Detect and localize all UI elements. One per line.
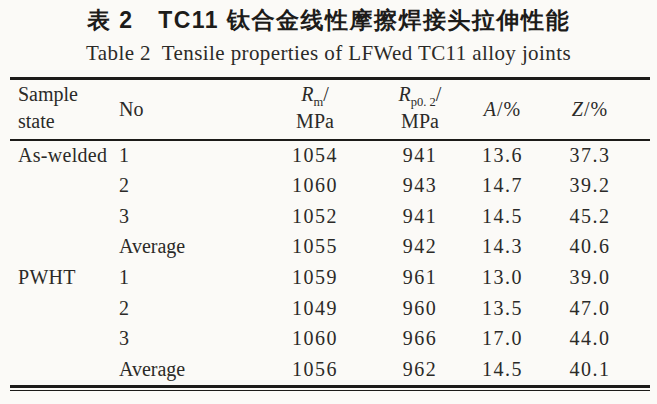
cell-no: 3 bbox=[115, 201, 245, 232]
header-sample-state-line1: Sample bbox=[18, 83, 78, 106]
cell-sample-state: PWHT bbox=[10, 262, 115, 293]
header-no: No bbox=[115, 79, 245, 140]
cell-a: 17.0 bbox=[455, 324, 550, 355]
cell-rm: 1054 bbox=[245, 140, 385, 171]
cell-z: 45.2 bbox=[550, 201, 650, 232]
cell-rp02: 960 bbox=[385, 293, 455, 324]
cell-rp02: 961 bbox=[385, 262, 455, 293]
cell-no: 1 bbox=[115, 262, 245, 293]
data-table: Sample state No Rm/ MPa Rp0. 2/ bbox=[10, 77, 650, 385]
tensile-properties-table: Sample state No Rm/ MPa Rp0. 2/ bbox=[10, 77, 650, 391]
table-body: As-welded1105494113.637.32106094314.739.… bbox=[10, 140, 650, 386]
cell-rp02: 941 bbox=[385, 140, 455, 171]
header-sample-state: Sample state bbox=[10, 79, 115, 140]
cell-z: 47.0 bbox=[550, 293, 650, 324]
table-row: 2106094314.739.2 bbox=[10, 170, 650, 201]
cell-sample-state bbox=[10, 170, 115, 201]
header-rm: Rm/ MPa bbox=[245, 79, 385, 140]
cell-rp02: 941 bbox=[385, 201, 455, 232]
cell-rp02: 962 bbox=[385, 354, 455, 385]
bottom-rule-thin bbox=[10, 390, 650, 391]
cell-rp02: 942 bbox=[385, 232, 455, 263]
cell-a: 14.5 bbox=[455, 354, 550, 385]
cell-a: 13.6 bbox=[455, 140, 550, 171]
header-rp02: Rp0. 2/ MPa bbox=[385, 79, 455, 140]
table-caption-en: Table 2 Tensile properties of LFWed TC11… bbox=[0, 41, 657, 66]
header-sample-state-line2: state bbox=[18, 110, 55, 133]
paper-scan-page: 表 2 TC11 钛合金线性摩擦焊接头拉伸性能 Table 2 Tensile … bbox=[0, 0, 657, 404]
cell-z: 40.1 bbox=[550, 354, 650, 385]
table-row: As-welded1105494113.637.3 bbox=[10, 140, 650, 171]
cell-z: 40.6 bbox=[550, 232, 650, 263]
cell-rm: 1052 bbox=[245, 201, 385, 232]
cell-sample-state bbox=[10, 232, 115, 263]
header-elongation: A/% bbox=[455, 79, 550, 140]
header-rp02-unit: MPa bbox=[401, 110, 439, 133]
cell-a: 14.7 bbox=[455, 170, 550, 201]
table-row: 2104996013.547.0 bbox=[10, 293, 650, 324]
table-row: Average105696214.540.1 bbox=[10, 354, 650, 385]
header-row: Sample state No Rm/ MPa Rp0. 2/ bbox=[10, 79, 650, 140]
cell-no: 3 bbox=[115, 324, 245, 355]
cell-a: 14.3 bbox=[455, 232, 550, 263]
header-rm-unit: MPa bbox=[296, 110, 334, 133]
cell-rm: 1060 bbox=[245, 324, 385, 355]
cell-z: 44.0 bbox=[550, 324, 650, 355]
cell-z: 39.2 bbox=[550, 170, 650, 201]
header-reduction: Z/% bbox=[550, 79, 650, 140]
cell-rp02: 966 bbox=[385, 324, 455, 355]
cell-rm: 1049 bbox=[245, 293, 385, 324]
header-rp02-symbol-line: Rp0. 2/ bbox=[399, 83, 442, 110]
cell-a: 13.0 bbox=[455, 262, 550, 293]
cell-a: 13.5 bbox=[455, 293, 550, 324]
table-header: Sample state No Rm/ MPa Rp0. 2/ bbox=[10, 79, 650, 140]
cell-no: Average bbox=[115, 354, 245, 385]
cell-rm: 1056 bbox=[245, 354, 385, 385]
cell-rm: 1059 bbox=[245, 262, 385, 293]
cell-sample-state bbox=[10, 324, 115, 355]
cell-z: 39.0 bbox=[550, 262, 650, 293]
table-row: 3106096617.044.0 bbox=[10, 324, 650, 355]
cell-rm: 1060 bbox=[245, 170, 385, 201]
cell-z: 37.3 bbox=[550, 140, 650, 171]
cell-sample-state bbox=[10, 293, 115, 324]
cell-no: 2 bbox=[115, 293, 245, 324]
cell-a: 14.5 bbox=[455, 201, 550, 232]
cell-sample-state: As-welded bbox=[10, 140, 115, 171]
cell-sample-state bbox=[10, 354, 115, 385]
cell-no: 2 bbox=[115, 170, 245, 201]
cell-rm: 1055 bbox=[245, 232, 385, 263]
table-row: PWHT1105996113.039.0 bbox=[10, 262, 650, 293]
cell-sample-state bbox=[10, 201, 115, 232]
header-rm-symbol-line: Rm/ bbox=[301, 83, 329, 110]
table-row: 3105294114.545.2 bbox=[10, 201, 650, 232]
table-row: Average105594214.340.6 bbox=[10, 232, 650, 263]
table-caption-cn: 表 2 TC11 钛合金线性摩擦焊接头拉伸性能 bbox=[0, 5, 657, 36]
cell-no: Average bbox=[115, 232, 245, 263]
bottom-rule-thick bbox=[10, 385, 650, 388]
cell-no: 1 bbox=[115, 140, 245, 171]
cell-rp02: 943 bbox=[385, 170, 455, 201]
